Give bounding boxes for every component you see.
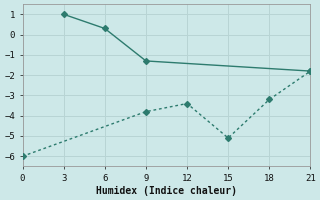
X-axis label: Humidex (Indice chaleur): Humidex (Indice chaleur) bbox=[96, 186, 237, 196]
